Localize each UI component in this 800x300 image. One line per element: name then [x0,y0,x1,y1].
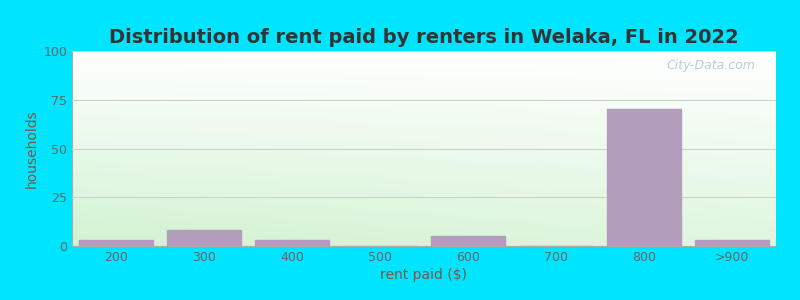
Bar [694,240,770,246]
Y-axis label: households: households [25,109,39,188]
Bar [430,236,506,246]
Title: Distribution of rent paid by renters in Welaka, FL in 2022: Distribution of rent paid by renters in … [109,28,739,47]
X-axis label: rent paid ($): rent paid ($) [381,268,467,282]
Bar [78,240,154,246]
Bar [166,230,242,246]
Text: City-Data.com: City-Data.com [666,59,755,72]
Bar [254,240,330,246]
Bar [606,110,682,246]
